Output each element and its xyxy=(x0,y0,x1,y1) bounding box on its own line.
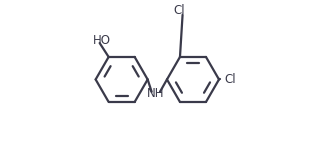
Text: Cl: Cl xyxy=(174,4,185,17)
Text: Cl: Cl xyxy=(224,73,236,86)
Text: HO: HO xyxy=(93,34,111,47)
Text: NH: NH xyxy=(147,87,165,100)
